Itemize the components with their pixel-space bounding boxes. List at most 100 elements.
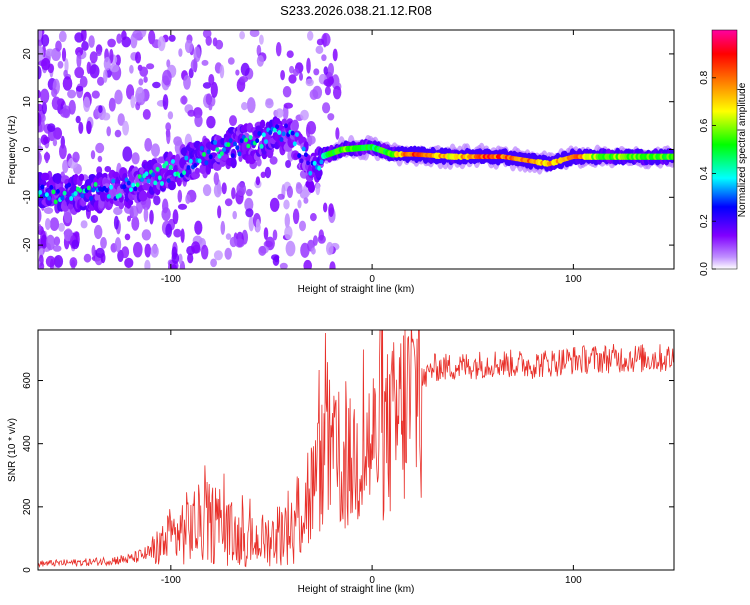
spectrogram-noise-cell <box>45 234 56 251</box>
spectrogram-core-cell <box>151 172 156 178</box>
spectrogram-noise-cell <box>286 185 293 198</box>
spectrogram-noise-cell <box>72 151 80 163</box>
spectrogram-noise-cell <box>152 81 161 89</box>
spectrogram-noise-cell <box>47 123 56 132</box>
spectrogram-core-cell <box>261 132 266 138</box>
spectrogram-noise-cell <box>58 30 67 43</box>
spectrogram-core-cell <box>317 165 322 171</box>
spectrogram-noise-cell <box>153 195 161 206</box>
spectrogram-noise-cell <box>259 34 264 45</box>
spectrogram-core-cell <box>188 158 193 164</box>
spectrogram-core-cell <box>133 186 138 192</box>
spectrogram-signal-cell <box>118 201 125 210</box>
spectrogram-noise-cell <box>288 74 297 84</box>
spectrogram-noise-cell <box>91 90 100 99</box>
spectrogram-noise-cell <box>162 69 172 86</box>
spectrogram-core-cell <box>86 185 91 191</box>
spectrogram-noise-cell <box>202 30 212 39</box>
spectrogram-core-cell <box>292 141 297 147</box>
spectrogram-noise-cell <box>224 247 232 260</box>
spectrogram-core-cell <box>295 132 299 138</box>
spectrogram-core-cell <box>272 127 277 133</box>
spectrogram-core-cell <box>89 195 94 201</box>
spectrogram-noise-cell <box>312 85 323 99</box>
spectrogram-noise-cell <box>311 247 316 255</box>
spectrogram-signal-cell <box>40 172 50 181</box>
spectrogram-noise-cell <box>293 68 300 77</box>
spectrogram-noise-cell <box>193 46 201 63</box>
spectrogram-core-cell <box>319 159 324 165</box>
spectrogram-noise-cell <box>295 183 303 194</box>
spectrogram-noise-cell <box>249 30 260 38</box>
spectrogram-noise-cell <box>149 209 154 225</box>
spectrogram-noise-cell <box>166 59 171 68</box>
spectrogram-noise-cell <box>167 111 174 120</box>
spectrogram-core-cell <box>135 182 140 188</box>
spectrogram-core-cell <box>62 190 67 196</box>
spectrogram-noise-cell <box>315 45 324 54</box>
spectrogram-noise-cell <box>235 69 240 76</box>
spectrogram-noise-cell <box>184 39 193 54</box>
spectrogram-core-cell <box>281 131 286 137</box>
spectrogram-core-cell <box>235 145 240 151</box>
spectrogram-noise-cell <box>97 76 105 86</box>
spectrogram-core-cell <box>248 135 253 140</box>
spectrogram-noise-cell <box>323 78 333 87</box>
spectrogram-noise-cell <box>232 210 237 220</box>
spectrogram-noise-cell <box>61 47 67 62</box>
spectrogram-noise-cell <box>62 159 69 173</box>
spectrogram-signal-cell <box>230 157 237 169</box>
spectrogram-core-cell <box>202 152 206 157</box>
spectrogram-core-cell <box>104 188 109 193</box>
spectrogram-noise-cell <box>322 102 331 114</box>
spectrogram-marks <box>38 30 674 269</box>
spectrogram-noise-cell <box>109 49 114 64</box>
spectrogram-core-cell <box>312 160 317 166</box>
spectrogram-noise-cell <box>305 78 314 87</box>
spectrogram-core-cell <box>206 149 211 155</box>
spectrogram-core-cell <box>255 138 260 144</box>
spectrogram-core-cell <box>78 188 83 193</box>
spectrogram-noise-cell <box>165 223 173 238</box>
snr-background <box>38 330 674 570</box>
spectrogram-noise-cell <box>263 227 269 240</box>
spectrogram-noise-cell <box>132 30 143 39</box>
snr-y-label: SNR (10 * v/v) <box>7 418 18 482</box>
spectrogram-noise-cell <box>83 253 92 263</box>
spectrogram-noise-cell <box>143 207 149 223</box>
y-tick-label: 200 <box>22 498 33 515</box>
spectrogram-noise-cell <box>51 96 62 111</box>
x-tick-label: -100 <box>161 575 181 586</box>
spectrogram-noise-cell <box>265 99 274 109</box>
spectrogram-noise-cell <box>161 207 171 222</box>
spectrogram-core-cell <box>49 185 54 190</box>
spectrogram-noise-cell <box>289 65 295 74</box>
spectrogram-noise-cell <box>275 108 284 118</box>
spectrogram-core-cell <box>264 139 268 145</box>
spectrogram-noise-cell <box>75 115 81 124</box>
y-tick-label: 10 <box>22 96 33 108</box>
spectrogram-noise-cell <box>231 187 236 200</box>
spectrogram-noise-cell <box>333 85 342 100</box>
spectrogram-noise-cell <box>38 112 42 127</box>
spectrogram-noise-cell <box>103 56 111 71</box>
spectrogram-noise-cell <box>171 264 177 269</box>
spectrogram-noise-cell <box>201 244 209 260</box>
spectrogram-core-cell <box>246 143 251 149</box>
spectrogram-core-cell <box>228 138 233 143</box>
spectrogram-noise-cell <box>95 142 105 154</box>
spectrogram-noise-cell <box>53 255 64 268</box>
spectrogram-noise-cell <box>326 241 334 256</box>
spectrogram-noise-cell <box>141 229 152 241</box>
spectrogram-core-cell <box>197 158 202 164</box>
spectrogram-noise-cell <box>146 63 155 70</box>
spectrogram-noise-cell <box>183 75 191 90</box>
spectrogram-noise-cell <box>41 34 50 47</box>
chart-title: S233.2026.038.21.12.R08 <box>280 3 432 18</box>
spectrogram-noise-cell <box>114 129 122 138</box>
spectrogram-noise-cell <box>127 215 131 222</box>
spectrogram-core-cell <box>308 170 313 176</box>
y-tick-label: 400 <box>22 435 33 452</box>
spectrogram-signal-cell <box>281 118 287 125</box>
